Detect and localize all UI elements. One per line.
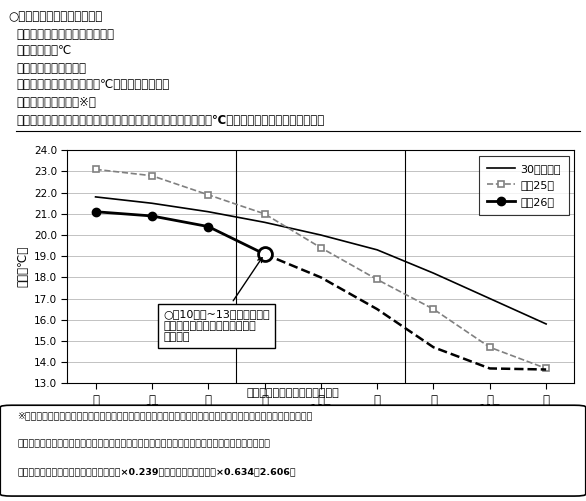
30ヶ年平均 bbox=[205, 209, 212, 215]
Y-axis label: 水温（℃）: 水温（℃） bbox=[16, 246, 30, 288]
平成25年 bbox=[318, 244, 325, 250]
30ヶ年平均 bbox=[148, 200, 155, 206]
平成26年 bbox=[148, 213, 155, 219]
30ヶ年平均 bbox=[92, 194, 99, 200]
平成25年 bbox=[543, 365, 550, 371]
平成25年 bbox=[92, 166, 99, 172]
Text: ○気仙沼湾（岩井崎）の水温: ○気仙沼湾（岩井崎）の水温 bbox=[8, 10, 102, 23]
Text: ※　大船渡の気温と岩井崎の表層水温との間に強い相関関係が見られることから、気象庁が発表する大船渡の予測: ※ 大船渡の気温と岩井崎の表層水温との間に強い相関関係が見られることから、気象庁… bbox=[18, 412, 313, 421]
平成26年 bbox=[205, 223, 212, 229]
Text: 【予測式：水温予測値＝大船渡予測気温×0.239＋岩井崎直近実測水温×0.634＋2.606】: 【予測式：水温予測値＝大船渡予測気温×0.239＋岩井崎直近実測水温×0.634… bbox=[18, 467, 296, 476]
Line: 30ヶ年平均: 30ヶ年平均 bbox=[96, 197, 546, 324]
Line: 平成26年: 平成26年 bbox=[91, 207, 268, 258]
Text: 気温と岩井崎の直近実測水温を基に、この先７日間の岩井崎の表層平均水温を予測しています。: 気温と岩井崎の直近実測水温を基に、この先７日間の岩井崎の表層平均水温を予測してい… bbox=[18, 439, 270, 448]
Text: 図　岩井崎表層平均水温の推移: 図 岩井崎表層平均水温の推移 bbox=[247, 388, 339, 398]
FancyBboxPatch shape bbox=[0, 405, 586, 496]
30ヶ年平均 bbox=[543, 321, 550, 327]
Text: ＜平均水温予測値※＞: ＜平均水温予測値※＞ bbox=[16, 96, 96, 109]
30ヶ年平均 bbox=[486, 296, 493, 302]
Text: 岩井崎の１０月７日～１３日の表層平均水温は、１９．１℃（平年並み）と予測されます。: 岩井崎の１０月７日～１３日の表層平均水温は、１９．１℃（平年並み）と予測されます… bbox=[16, 114, 324, 127]
平成26年 bbox=[92, 209, 99, 215]
30ヶ年平均 bbox=[318, 232, 325, 238]
30ヶ年平均 bbox=[430, 270, 437, 276]
Line: 平成25年: 平成25年 bbox=[92, 166, 550, 372]
Text: 11月: 11月 bbox=[479, 403, 501, 416]
Text: ○：10月７~13日の予測水温
引き続き低下することが予測さ
れます。: ○：10月７~13日の予測水温 引き続き低下することが予測さ れます。 bbox=[163, 258, 270, 342]
Text: ９月下旬は、２０．３℃で平年並みです。: ９月下旬は、２０．３℃で平年並みです。 bbox=[16, 78, 169, 91]
Text: ＜旬平均水温経過＞: ＜旬平均水温経過＞ bbox=[16, 62, 86, 75]
平成25年 bbox=[430, 306, 437, 312]
平成25年 bbox=[261, 211, 268, 217]
平成25年 bbox=[205, 192, 212, 198]
Text: 10月: 10月 bbox=[310, 403, 332, 416]
平成26年 bbox=[261, 251, 268, 257]
平成25年 bbox=[374, 277, 381, 283]
Text: ２０．２℃: ２０．２℃ bbox=[16, 44, 71, 57]
Text: ＜表層水温（１０月３日）＞: ＜表層水温（１０月３日）＞ bbox=[16, 28, 114, 41]
Legend: 30ヶ年平均, 平成25年, 平成26年: 30ヶ年平均, 平成25年, 平成26年 bbox=[479, 156, 569, 215]
30ヶ年平均 bbox=[261, 219, 268, 225]
平成25年 bbox=[148, 173, 155, 179]
Text: 9月: 9月 bbox=[145, 403, 159, 416]
平成25年 bbox=[486, 344, 493, 350]
30ヶ年平均 bbox=[374, 247, 381, 253]
